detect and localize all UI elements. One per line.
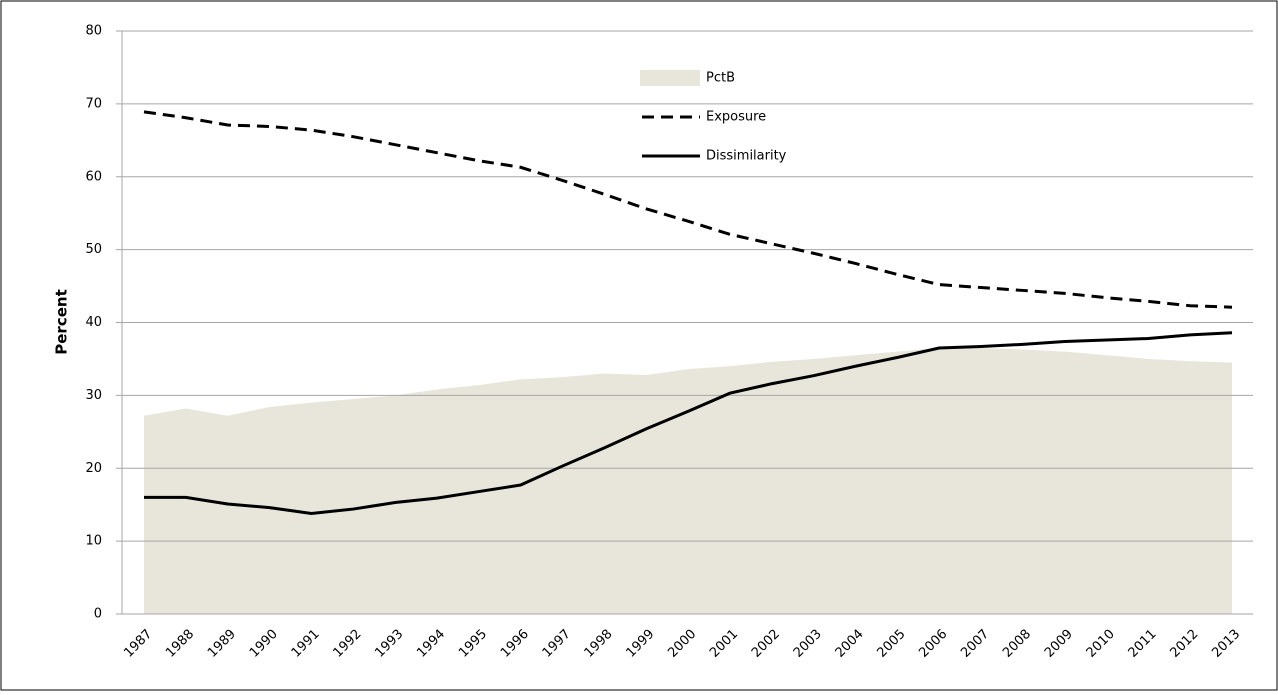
y-tick-label: 30 bbox=[85, 388, 102, 403]
x-tick-label: 1995 bbox=[456, 627, 490, 661]
x-tick-label: 2001 bbox=[707, 627, 741, 661]
x-tick-label: 1989 bbox=[205, 627, 239, 661]
y-tick-label: 60 bbox=[85, 169, 102, 184]
y-axis-label: Percent bbox=[53, 289, 71, 354]
x-tick-label: 2008 bbox=[1000, 627, 1034, 661]
y-tick-label: 10 bbox=[85, 534, 102, 549]
y-tick-label: 70 bbox=[85, 96, 102, 111]
y-tick-label: 80 bbox=[85, 24, 102, 39]
x-tick-label: 2006 bbox=[916, 627, 950, 661]
legend-label: Dissimilarity bbox=[706, 149, 787, 164]
x-tick-label: 1990 bbox=[247, 627, 281, 661]
x-tick-label: 2005 bbox=[875, 627, 909, 661]
line bbox=[144, 331, 1233, 515]
x-tick-label: 2011 bbox=[1126, 627, 1160, 661]
x-tick-label: 2002 bbox=[749, 627, 783, 661]
y-tick-label: 40 bbox=[85, 315, 102, 330]
x-tick-label: 1998 bbox=[582, 627, 616, 661]
x-tick-label: 2009 bbox=[1042, 627, 1076, 661]
x-tick-label: 1992 bbox=[331, 627, 365, 661]
x-tick-label: 1988 bbox=[163, 627, 197, 661]
legend-swatch bbox=[640, 70, 700, 86]
y-tick-label: 20 bbox=[85, 461, 102, 476]
line bbox=[143, 110, 1233, 309]
x-tick-label: 1997 bbox=[540, 627, 574, 661]
area bbox=[144, 348, 1232, 614]
x-tick-label: 1994 bbox=[414, 627, 448, 661]
x-tick-label: 2000 bbox=[665, 627, 699, 661]
x-tick-label: 1987 bbox=[121, 627, 155, 661]
x-tick-label: 2012 bbox=[1167, 627, 1201, 661]
x-tick-label: 1993 bbox=[372, 627, 406, 661]
legend-label: Exposure bbox=[706, 110, 766, 125]
x-tick-label: 2010 bbox=[1084, 627, 1118, 661]
legend-label: PctB bbox=[706, 71, 735, 86]
x-tick-label: 1991 bbox=[289, 627, 323, 661]
x-tick-label: 2004 bbox=[833, 627, 867, 661]
x-tick-label: 2003 bbox=[791, 627, 825, 661]
x-tick-label: 1999 bbox=[623, 627, 657, 661]
x-tick-label: 2013 bbox=[1209, 627, 1243, 661]
x-tick-label: 2007 bbox=[958, 627, 992, 661]
x-tick-label: 1996 bbox=[498, 627, 532, 661]
y-tick-label: 0 bbox=[94, 607, 102, 622]
y-tick-label: 50 bbox=[85, 242, 102, 257]
